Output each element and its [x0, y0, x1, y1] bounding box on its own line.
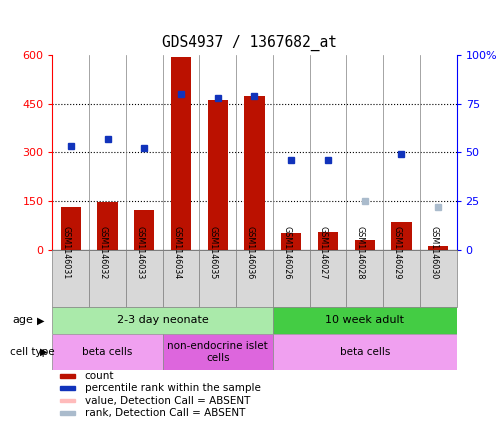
Bar	[391, 222, 412, 250]
Bar	[60, 398, 75, 402]
Text: rank, Detection Call = ABSENT: rank, Detection Call = ABSENT	[85, 408, 245, 418]
Bar	[60, 374, 75, 378]
Bar	[52, 334, 163, 370]
Text: GSM1146035: GSM1146035	[209, 226, 218, 279]
Bar	[281, 233, 301, 250]
Text: value, Detection Call = ABSENT: value, Detection Call = ABSENT	[85, 396, 250, 406]
Text: GSM1146028: GSM1146028	[356, 226, 365, 279]
Bar	[126, 250, 163, 307]
Bar	[97, 202, 118, 250]
Text: 10 week adult: 10 week adult	[325, 316, 404, 325]
Bar	[236, 250, 273, 307]
Bar	[134, 210, 154, 250]
Bar	[273, 307, 457, 334]
Bar	[52, 307, 273, 334]
Text: GDS4937 / 1367682_at: GDS4937 / 1367682_at	[162, 35, 337, 52]
Bar	[273, 250, 309, 307]
Bar	[163, 250, 200, 307]
Bar	[61, 207, 81, 250]
Bar	[208, 100, 228, 250]
Text: GSM1146034: GSM1146034	[172, 226, 181, 279]
Bar	[60, 387, 75, 390]
Text: GSM1146031: GSM1146031	[62, 226, 71, 279]
Text: GSM1146026: GSM1146026	[282, 226, 291, 279]
Bar	[52, 250, 89, 307]
Bar	[163, 334, 273, 370]
Text: age: age	[12, 316, 33, 325]
Text: GSM1146033: GSM1146033	[135, 226, 144, 279]
Bar	[383, 250, 420, 307]
Text: GSM1146027: GSM1146027	[319, 226, 328, 279]
Bar	[428, 246, 448, 250]
Text: GSM1146030: GSM1146030	[429, 226, 438, 279]
Bar	[171, 57, 191, 250]
Bar	[89, 250, 126, 307]
Bar	[355, 240, 375, 250]
Bar	[273, 334, 457, 370]
Bar	[245, 96, 264, 250]
Bar	[346, 250, 383, 307]
Text: count: count	[85, 371, 114, 381]
Bar	[60, 411, 75, 415]
Text: ▶: ▶	[37, 316, 45, 325]
Bar	[309, 250, 346, 307]
Text: GSM1146029: GSM1146029	[393, 226, 402, 279]
Bar	[420, 250, 457, 307]
Text: GSM1146032: GSM1146032	[98, 226, 107, 279]
Text: GSM1146036: GSM1146036	[246, 226, 254, 279]
Text: ▶: ▶	[40, 347, 47, 357]
Text: non-endocrine islet
cells: non-endocrine islet cells	[167, 341, 268, 363]
Text: beta cells: beta cells	[339, 347, 390, 357]
Text: 2-3 day neonate: 2-3 day neonate	[117, 316, 209, 325]
Bar	[318, 232, 338, 250]
Bar	[200, 250, 236, 307]
Text: percentile rank within the sample: percentile rank within the sample	[85, 383, 260, 393]
Text: beta cells: beta cells	[82, 347, 133, 357]
Text: cell type: cell type	[10, 347, 54, 357]
